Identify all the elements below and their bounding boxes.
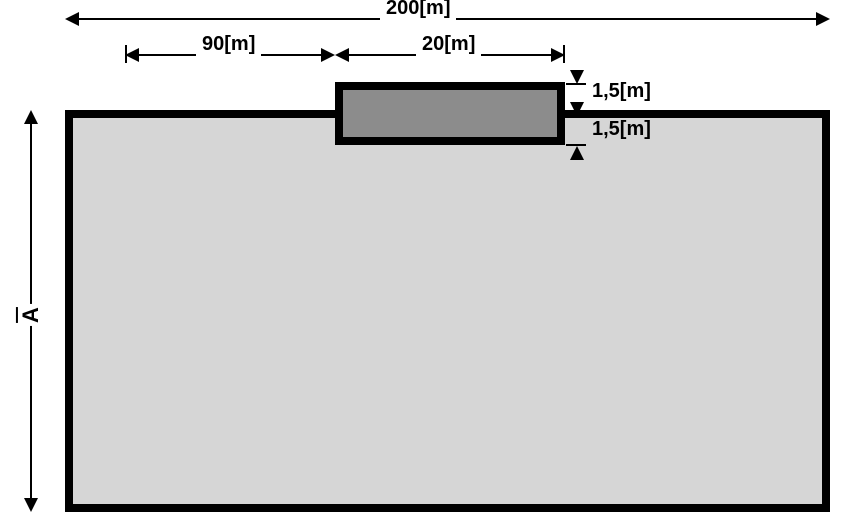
dim-label-top-left: 90[m]	[196, 33, 261, 56]
arrow-right-icon	[321, 48, 335, 62]
small-rectangle	[335, 82, 565, 145]
tick-mark	[566, 83, 586, 85]
arrow-right-icon	[816, 12, 830, 26]
dim-label-right-upper: 1,5[m]	[592, 80, 651, 103]
arrow-left-icon	[65, 12, 79, 26]
dim-label-top-center: 20[m]	[416, 33, 481, 56]
tick-mark	[566, 144, 586, 146]
arrow-up-icon	[570, 146, 584, 160]
arrow-left-icon	[125, 48, 139, 62]
arrow-down-icon	[570, 70, 584, 84]
main-rectangle	[65, 110, 830, 512]
dim-label-top-total: 200[m]	[380, 0, 456, 20]
arrow-up-icon	[24, 110, 38, 124]
arrow-left-icon	[335, 48, 349, 62]
arrow-down-icon	[24, 498, 38, 512]
tick-mark	[563, 45, 565, 63]
dim-label-left-vertical: A	[16, 304, 46, 326]
tick-mark	[125, 45, 127, 63]
tick-mark	[566, 114, 586, 116]
diagram-canvas: 200[m] 90[m] 20[m] 1,5[m] 1,5[m] A	[0, 0, 844, 517]
dim-label-right-lower: 1,5[m]	[592, 118, 651, 141]
